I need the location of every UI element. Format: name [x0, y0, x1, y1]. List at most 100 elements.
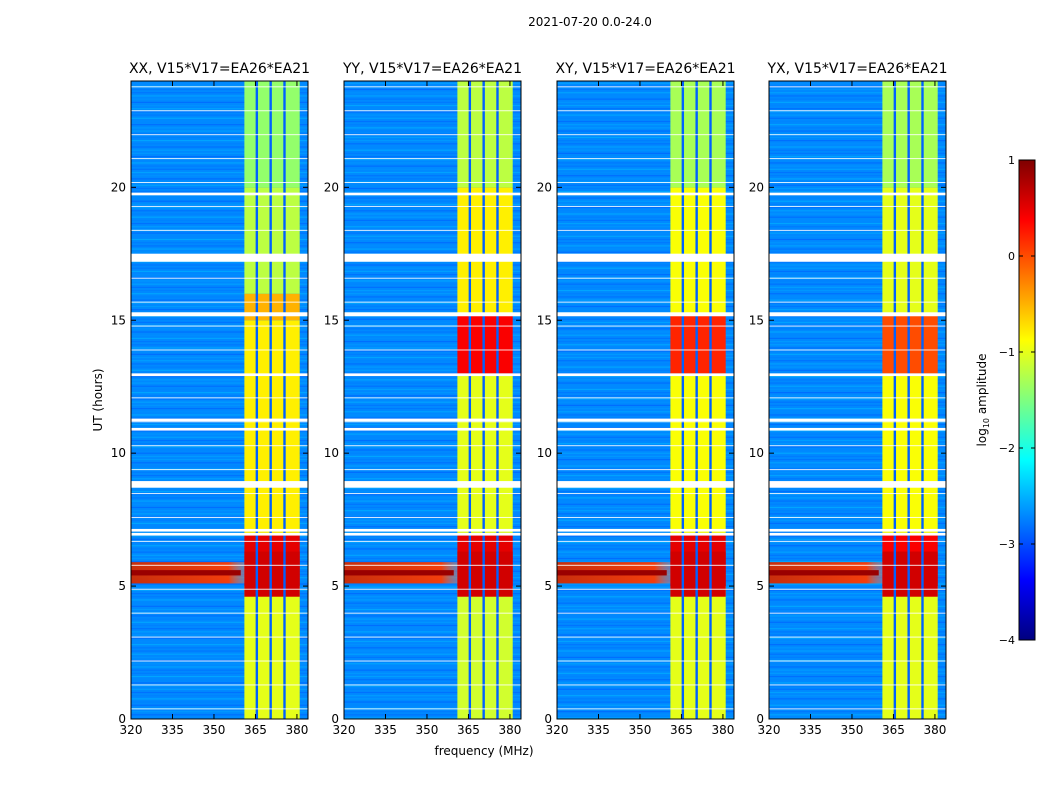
noise-row [344, 117, 521, 119]
noise-row [131, 191, 308, 193]
noise-row [344, 647, 521, 649]
noise-row [769, 535, 946, 537]
noise-row [557, 637, 734, 639]
y-tick-label: 10 [324, 446, 339, 460]
flag-line [344, 325, 521, 327]
noise-row [131, 168, 308, 170]
noise-row [344, 219, 521, 221]
noise-row [769, 369, 946, 371]
panel-frame [343, 80, 522, 720]
noise-row [131, 270, 308, 273]
noise-row [557, 427, 734, 429]
noise-row [557, 666, 734, 668]
noise-row [769, 592, 946, 595]
noise-row [131, 356, 308, 359]
noise-row [344, 503, 521, 505]
noise-row [344, 286, 521, 288]
noise-row [557, 497, 734, 499]
flagged-band [769, 532, 946, 536]
noise-row [769, 98, 946, 100]
noise-row [131, 242, 308, 244]
noise-row [769, 548, 946, 550]
x-tick-label: 350 [416, 723, 439, 737]
colorbar-tick-label: −1 [999, 346, 1015, 359]
noise-row [769, 248, 946, 250]
noise-row [344, 561, 521, 563]
noise-row [557, 143, 734, 145]
noise-row [344, 334, 521, 336]
colorbar-tick-label: 1 [1008, 154, 1015, 167]
noise-row [769, 691, 946, 694]
channel-gap [255, 81, 259, 719]
noise-row [557, 104, 734, 107]
panel-frame [130, 80, 309, 720]
noise-row [131, 165, 308, 167]
noise-row [557, 184, 734, 186]
noise-row [344, 682, 521, 684]
noise-row [769, 108, 946, 110]
noise-row [769, 446, 946, 448]
noise-row [557, 360, 734, 362]
noise-row [557, 663, 734, 665]
noise-row [344, 535, 521, 537]
noise-row [557, 273, 734, 276]
noise-row [557, 82, 734, 84]
flagged-band [131, 532, 308, 536]
noise-row [131, 124, 308, 126]
noise-row [557, 159, 734, 161]
noise-row [769, 143, 946, 145]
noise-row [557, 210, 734, 212]
noise-row [344, 395, 521, 397]
noise-row [344, 701, 521, 703]
noise-row [557, 695, 734, 697]
noise-row [344, 340, 521, 343]
noise-row [769, 289, 946, 292]
noise-row [557, 296, 734, 298]
colorbar-ticks: 1 0 −1 −2 −3 −4 [999, 154, 1035, 647]
noise-row [769, 82, 946, 84]
flagged-band [557, 418, 734, 422]
noise-row [769, 101, 946, 103]
noise-row [769, 321, 946, 324]
flag-line [344, 158, 521, 160]
noise-row [344, 111, 521, 113]
noise-row [557, 691, 734, 694]
noise-row [557, 704, 734, 706]
noise-row [769, 679, 946, 681]
flag-line [131, 612, 308, 614]
noise-row [344, 631, 521, 633]
noise-row [131, 541, 308, 544]
noise-row [769, 644, 946, 646]
noise-row [769, 124, 946, 126]
flag-line [769, 588, 946, 590]
noise-row [344, 143, 521, 145]
noise-row [344, 666, 521, 668]
noise-row [344, 628, 521, 630]
noise-row [131, 417, 308, 419]
noise-row [131, 522, 308, 525]
noise-row [557, 436, 734, 438]
noise-row [344, 140, 521, 142]
flag-line [769, 301, 946, 303]
flag-line [131, 588, 308, 590]
noise-row [131, 414, 308, 416]
noise-row [344, 656, 521, 658]
noise-row [557, 136, 734, 139]
noise-row [131, 631, 308, 633]
flagged-band [769, 373, 946, 377]
noise-row [344, 331, 521, 333]
noise-row [557, 92, 734, 94]
y-tick-label: 15 [537, 313, 552, 327]
noise-row [557, 344, 734, 346]
noise-row [344, 114, 521, 116]
flagged-band [769, 427, 946, 431]
noise-row [344, 388, 521, 391]
noise-row [557, 506, 734, 509]
noise-row [557, 245, 734, 247]
noise-row [344, 711, 521, 713]
noise-row [344, 644, 521, 646]
noise-row [769, 682, 946, 684]
noise-row [557, 178, 734, 180]
noise-row [344, 104, 521, 107]
noise-row [557, 114, 734, 116]
